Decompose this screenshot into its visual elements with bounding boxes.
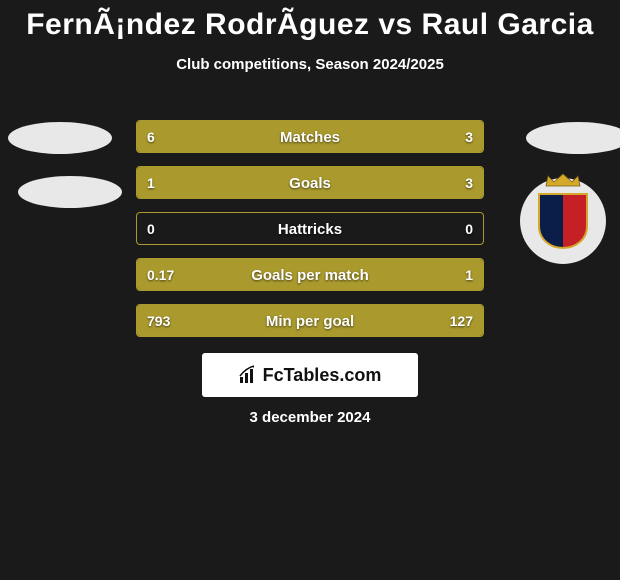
- player2-badge-placeholder: [526, 122, 620, 154]
- stat-label: Goals per match: [137, 259, 483, 291]
- stat-row: 00Hattricks: [136, 212, 484, 245]
- bar-chart-icon: [239, 365, 259, 385]
- stat-row: 0.171Goals per match: [136, 258, 484, 291]
- stat-bars: 63Matches 13Goals 00Hattricks 0.171Goals pe…: [136, 120, 484, 350]
- player1-badge-placeholder-2: [18, 176, 122, 208]
- player1-badge-placeholder-1: [8, 122, 112, 154]
- shield-icon: [537, 192, 589, 250]
- date-text: 3 december 2024: [0, 409, 620, 426]
- page-title: FernÃ¡ndez RodrÃ­guez vs Raul Garcia: [0, 0, 620, 42]
- stat-label: Goals: [137, 167, 483, 199]
- comparison-infographic: FernÃ¡ndez RodrÃ­guez vs Raul Garcia Clu…: [0, 0, 620, 580]
- stat-label: Matches: [137, 121, 483, 153]
- brand-box[interactable]: FcTables.com: [202, 353, 418, 397]
- stat-row: 63Matches: [136, 120, 484, 153]
- stat-row: 793127Min per goal: [136, 304, 484, 337]
- stat-label: Hattricks: [137, 213, 483, 245]
- stat-label: Min per goal: [137, 305, 483, 337]
- subtitle: Club competitions, Season 2024/2025: [0, 56, 620, 73]
- stat-row: 13Goals: [136, 166, 484, 199]
- player2-club-crest: [520, 178, 606, 264]
- brand-text: FcTables.com: [263, 365, 382, 386]
- crown-icon: [544, 172, 582, 188]
